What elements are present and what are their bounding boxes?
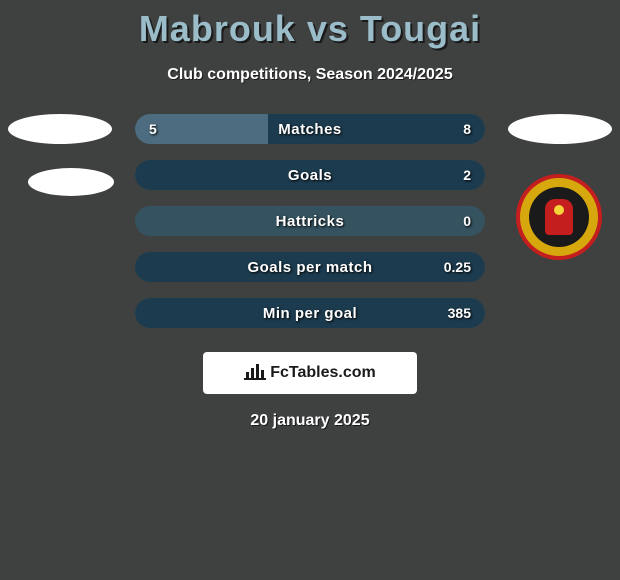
stat-row-mpg: Min per goal 385: [135, 298, 485, 328]
stat-row-gpm: Goals per match 0.25: [135, 252, 485, 282]
stat-label: Min per goal: [135, 305, 485, 322]
stat-bars: 5 Matches 8 Goals 2 Hattricks 0 Goals pe…: [135, 114, 485, 328]
date-label: 20 january 2025: [0, 412, 620, 430]
fctables-label: FcTables.com: [270, 364, 376, 382]
stat-right-value: 0: [463, 213, 471, 229]
stat-row-matches: 5 Matches 8: [135, 114, 485, 144]
page-title: Mabrouk vs Tougai: [0, 0, 620, 50]
stat-row-hattricks: Hattricks 0: [135, 206, 485, 236]
right-avatar-1: [508, 114, 612, 144]
bar-chart-icon: [244, 362, 266, 385]
stat-label: Goals: [135, 167, 485, 184]
stat-label: Hattricks: [135, 213, 485, 230]
right-club-badge: [516, 174, 602, 260]
comparison-content: 5 Matches 8 Goals 2 Hattricks 0 Goals pe…: [0, 114, 620, 430]
stat-right-value: 8: [463, 121, 471, 137]
stat-label: Goals per match: [135, 259, 485, 276]
badge-inner-circle: [529, 187, 589, 247]
stat-right-value: 0.25: [444, 259, 471, 275]
stat-right-value: 385: [448, 305, 471, 321]
stat-row-goals: Goals 2: [135, 160, 485, 190]
left-avatar-1: [8, 114, 112, 144]
left-avatar-2: [28, 168, 114, 196]
badge-shield-icon: [545, 199, 573, 235]
fctables-badge[interactable]: FcTables.com: [203, 352, 417, 394]
stat-right-value: 2: [463, 167, 471, 183]
subtitle: Club competitions, Season 2024/2025: [0, 66, 620, 84]
stat-label: Matches: [135, 121, 485, 138]
